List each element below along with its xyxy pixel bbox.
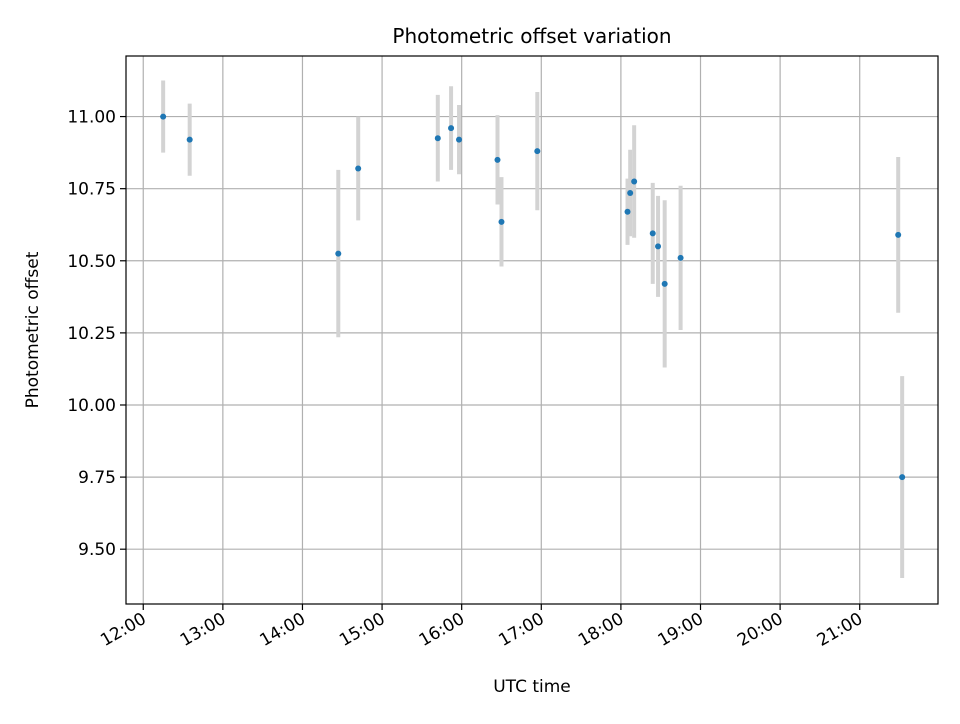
y-tick-label: 10.00: [67, 396, 116, 416]
data-point: [160, 113, 167, 120]
y-tick-label: 9.50: [78, 540, 116, 560]
chart-title: Photometric offset variation: [392, 24, 671, 48]
data-point: [498, 218, 505, 225]
data-point: [655, 243, 662, 250]
data-point: [661, 280, 668, 287]
data-point: [456, 136, 463, 143]
data-points: [160, 113, 906, 481]
x-axis-label: UTC time: [493, 677, 571, 697]
plot-area-frame: [125, 55, 939, 605]
data-point: [186, 136, 193, 143]
y-tick-label: 10.25: [67, 324, 116, 344]
data-point: [649, 230, 656, 237]
y-tick-label: 10.50: [67, 252, 116, 272]
data-point: [631, 178, 638, 185]
data-point: [434, 135, 441, 142]
y-tick-label: 10.75: [67, 180, 116, 200]
data-point: [624, 208, 631, 215]
grid: [126, 56, 938, 604]
data-point: [494, 156, 501, 163]
data-point: [899, 474, 906, 481]
y-axis-label: Photometric offset: [23, 251, 43, 408]
data-point: [627, 190, 634, 196]
data-point: [534, 148, 541, 155]
data-point: [677, 254, 684, 261]
data-point: [895, 231, 902, 238]
y-tick-label: 9.75: [78, 468, 116, 488]
data-point: [355, 165, 362, 172]
data-point: [448, 125, 455, 132]
data-point: [335, 250, 342, 257]
y-tick-label: 11.00: [67, 108, 116, 128]
